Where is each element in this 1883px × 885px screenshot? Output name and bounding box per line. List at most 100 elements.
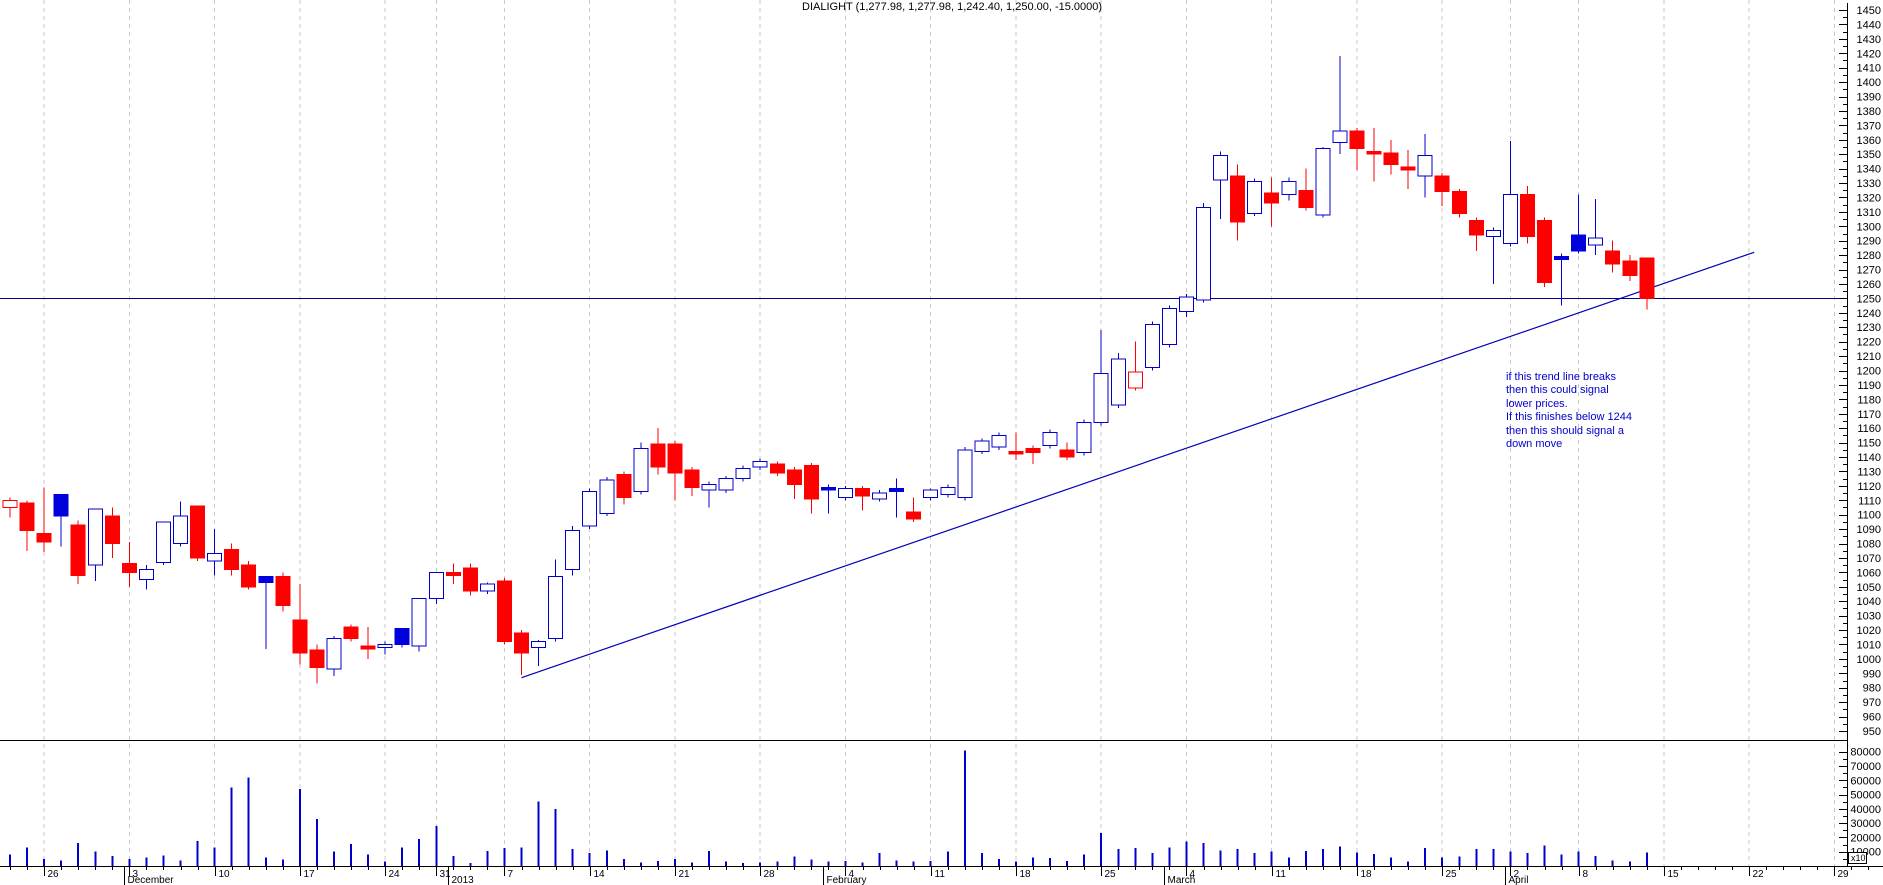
price-axis-label: 1270 <box>1857 265 1881 277</box>
price-axis-label: 1260 <box>1857 279 1881 291</box>
trendline-annotation-text[interactable]: if this trend line breaks then this coul… <box>1506 371 1632 451</box>
candle <box>1383 139 1399 175</box>
price-axis-label: 960 <box>1863 712 1881 724</box>
candle <box>428 571 444 605</box>
candle-body <box>1298 189 1314 209</box>
candle-body <box>1127 371 1143 389</box>
week-date-label: 28 <box>764 869 776 880</box>
price-axis-label: 1070 <box>1857 553 1881 565</box>
candle <box>1042 429 1058 449</box>
candle-body <box>309 649 325 669</box>
candle-body <box>1008 450 1024 455</box>
candle-body <box>1383 152 1399 165</box>
candle <box>1093 330 1109 426</box>
candle-body <box>1400 166 1416 171</box>
candle-body <box>258 576 274 583</box>
annotation-line: If this finishes below 1244 <box>1506 411 1632 424</box>
price-axis-label: 1040 <box>1857 596 1881 608</box>
volume-bars <box>9 750 1648 866</box>
week-date-label: 18 <box>1020 869 1032 880</box>
price-axis-label: 1190 <box>1857 380 1881 392</box>
candle-body <box>1332 130 1348 144</box>
price-axis-label: 1010 <box>1857 639 1881 651</box>
candle-body <box>1076 421 1092 454</box>
candle-body <box>190 505 206 559</box>
multiplier-label: x10 <box>1851 853 1866 863</box>
candle-body <box>974 440 990 452</box>
candle-body <box>360 645 376 650</box>
candle-body <box>1247 181 1263 214</box>
candle <box>241 560 257 590</box>
price-axis-label: 1310 <box>1857 207 1881 219</box>
candle <box>1025 445 1041 465</box>
candle-body <box>1588 237 1604 246</box>
chart-title: DIALIGHT (1,277.98, 1,277.98, 1,242.40, … <box>802 1 1103 13</box>
candle <box>224 543 240 576</box>
price-axis-label: 1280 <box>1857 250 1881 262</box>
candle-body <box>292 619 308 654</box>
candle-body <box>599 479 615 514</box>
candle <box>1230 164 1246 241</box>
candle-body <box>1059 449 1075 458</box>
candle <box>1537 217 1552 287</box>
candle <box>923 488 939 501</box>
candle-body <box>275 576 291 607</box>
candle-body <box>411 597 427 647</box>
candle <box>1519 185 1535 244</box>
candle <box>1417 134 1433 198</box>
candle-body <box>991 434 1007 448</box>
candle <box>70 520 86 584</box>
candle <box>599 477 615 517</box>
candle <box>173 501 188 547</box>
price-axis-label: 1410 <box>1857 63 1881 75</box>
candle-body <box>1605 250 1621 265</box>
volume-axis-label: 70000 <box>1850 761 1881 773</box>
candle <box>1571 194 1587 254</box>
price-axis-label: 980 <box>1863 683 1881 695</box>
candle-body <box>531 641 547 648</box>
price-axis-label: 1420 <box>1857 48 1881 60</box>
candle <box>292 583 308 665</box>
candle-body <box>889 488 905 493</box>
week-date-label: 22 <box>1753 869 1765 880</box>
candle-body <box>616 473 632 498</box>
candle <box>36 487 52 553</box>
candle <box>906 497 922 522</box>
candle-body <box>923 489 939 498</box>
candle <box>2 497 18 518</box>
week-date-label: 24 <box>389 869 401 880</box>
candle-body <box>1622 260 1638 276</box>
rising-trend-line[interactable] <box>521 251 1755 679</box>
price-axis-label: 1120 <box>1857 481 1881 493</box>
price-axis-label: 1300 <box>1857 221 1881 233</box>
month-label: March <box>1168 875 1196 885</box>
candle-body <box>19 502 35 532</box>
candle <box>735 465 751 482</box>
candle-body <box>2 499 18 508</box>
price-axis-label: 1100 <box>1857 510 1881 522</box>
candle <box>531 640 547 667</box>
price-axis-label: 1020 <box>1857 625 1881 637</box>
candle <box>616 471 632 505</box>
candle <box>377 641 393 655</box>
candle <box>957 446 973 501</box>
volume-axis-label: 20000 <box>1850 832 1881 844</box>
price-axis-label: 1090 <box>1857 524 1881 536</box>
price-axis-label: 1080 <box>1857 539 1881 551</box>
candle-body <box>514 632 529 654</box>
candle <box>582 488 598 530</box>
candle-body <box>70 524 86 576</box>
candle <box>1281 177 1297 201</box>
candle-body <box>735 468 751 480</box>
candle-body <box>104 515 120 545</box>
candle <box>1554 253 1570 306</box>
candle <box>1008 432 1024 460</box>
candle <box>1605 240 1621 273</box>
candle <box>343 624 359 642</box>
candle-body <box>377 643 393 648</box>
candle <box>360 627 376 659</box>
candle-body <box>633 447 649 493</box>
candle-body <box>565 530 581 570</box>
candle-body <box>1025 447 1041 454</box>
